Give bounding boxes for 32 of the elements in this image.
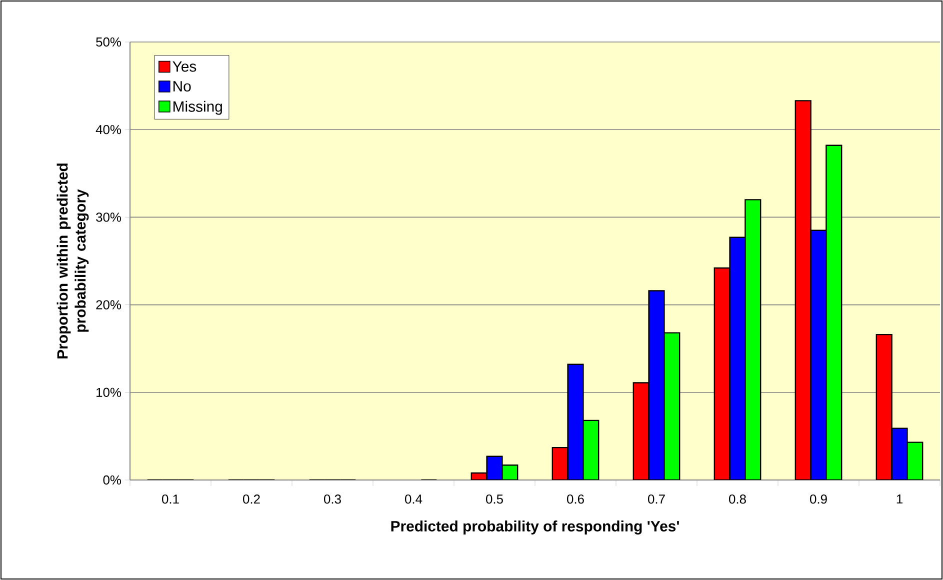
legend-label: Missing (174, 100, 222, 115)
y-tick-label: 30% (96, 212, 122, 222)
x-tick-label: 0.6 (567, 494, 584, 504)
x-tick-label: 1 (896, 494, 902, 504)
legend-label: No (174, 81, 191, 92)
bar (632, 382, 650, 480)
y-tick-label: 0% (103, 475, 122, 485)
bar (648, 290, 665, 480)
x-tick-label: 0.2 (243, 494, 260, 504)
x-tick-label: 0.4 (405, 494, 422, 504)
x-axis-title: Predicted probability of responding 'Yes' (391, 520, 679, 535)
x-tick-label: 0.1 (162, 494, 179, 504)
bar (729, 236, 746, 480)
bar (744, 199, 762, 480)
bar (794, 100, 812, 480)
y-tick-label: 10% (96, 388, 122, 397)
bar (664, 332, 680, 480)
y-tick-label: 40% (96, 125, 122, 134)
bar (810, 230, 827, 480)
x-tick-label: 0.7 (648, 494, 665, 504)
y-tick-label: 20% (96, 300, 122, 310)
y-tick-label: 50% (96, 37, 122, 47)
bar (567, 364, 584, 480)
bar (714, 267, 730, 480)
bar (876, 334, 892, 480)
bar (826, 144, 842, 480)
y-axis-title: Proportion within predicted probability category (56, 164, 89, 358)
x-tick-label: 0.5 (486, 494, 503, 504)
x-tick-label: 0.8 (729, 494, 746, 504)
x-tick-label: 0.3 (324, 494, 341, 504)
legend-label: Yes (172, 61, 196, 72)
x-tick-label: 0.9 (810, 494, 827, 504)
